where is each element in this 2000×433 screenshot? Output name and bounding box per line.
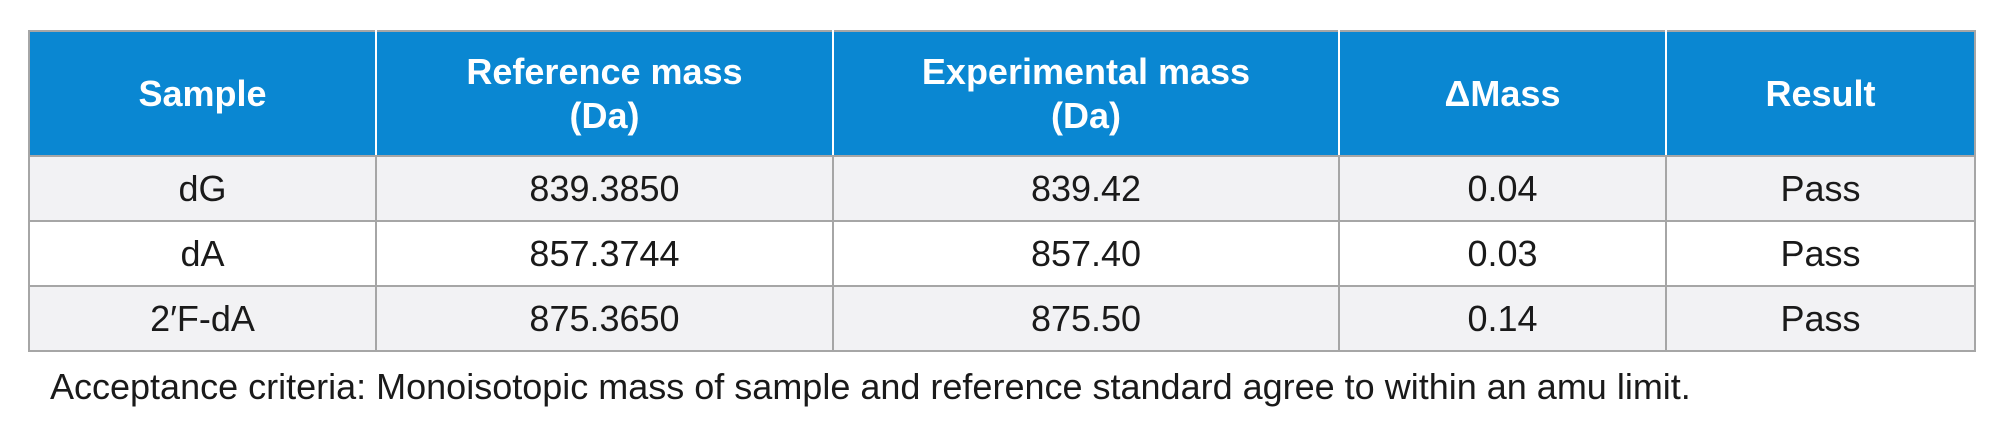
- header-result-label: Result: [1765, 72, 1876, 114]
- table-row: dA 857.3744 857.40 0.03 Pass: [28, 220, 1976, 287]
- acceptance-criteria-caption: Acceptance criteria: Monoisotopic mass o…: [50, 366, 1691, 407]
- header-reference-mass: Reference mass (Da): [375, 30, 834, 157]
- table-row: dG 839.3850 839.42 0.04 Pass: [28, 155, 1976, 222]
- header-experimental-mass-label: Experimental mass: [921, 50, 1251, 92]
- cell-delta-mass: 0.03: [1338, 220, 1667, 287]
- cell-result: Pass: [1665, 285, 1976, 352]
- cell-experimental-mass: 857.40: [832, 220, 1340, 287]
- header-reference-mass-label: Reference mass: [466, 50, 743, 92]
- header-reference-mass-unit: (Da): [569, 94, 640, 136]
- cell-experimental-mass: 839.42: [832, 155, 1340, 222]
- cell-sample: dG: [28, 155, 377, 222]
- mass-results-table-container: Sample Reference mass (Da) Experimental …: [28, 30, 1976, 352]
- mass-results-table: Sample Reference mass (Da) Experimental …: [28, 30, 1976, 352]
- header-sample: Sample: [28, 30, 377, 157]
- cell-result: Pass: [1665, 155, 1976, 222]
- cell-result: Pass: [1665, 220, 1976, 287]
- cell-experimental-mass: 875.50: [832, 285, 1340, 352]
- cell-sample: 2′F-dA: [28, 285, 377, 352]
- table-header-row: Sample Reference mass (Da) Experimental …: [28, 30, 1976, 157]
- header-result: Result: [1665, 30, 1976, 157]
- header-delta-mass-label: ΔMass: [1444, 72, 1561, 114]
- header-delta-mass: ΔMass: [1338, 30, 1667, 157]
- cell-delta-mass: 0.14: [1338, 285, 1667, 352]
- header-sample-label: Sample: [138, 72, 267, 114]
- header-experimental-mass-unit: (Da): [1051, 94, 1121, 136]
- cell-reference-mass: 839.3850: [375, 155, 834, 222]
- cell-delta-mass: 0.04: [1338, 155, 1667, 222]
- cell-reference-mass: 857.3744: [375, 220, 834, 287]
- table-row: 2′F-dA 875.3650 875.50 0.14 Pass: [28, 285, 1976, 352]
- cell-sample: dA: [28, 220, 377, 287]
- cell-reference-mass: 875.3650: [375, 285, 834, 352]
- header-experimental-mass: Experimental mass (Da): [832, 30, 1340, 157]
